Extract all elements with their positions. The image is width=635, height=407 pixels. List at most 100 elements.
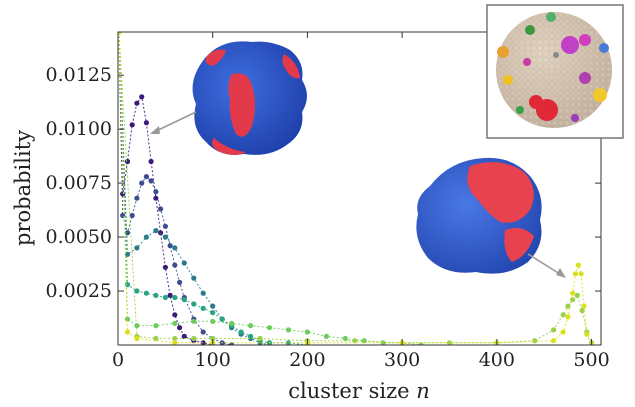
snapshot-patch	[579, 72, 591, 84]
y-tick-label: 0.0025	[46, 280, 112, 302]
data-point	[167, 292, 173, 298]
data-point	[153, 189, 159, 195]
data-point	[134, 195, 140, 201]
data-point	[248, 333, 254, 339]
data-point	[191, 335, 197, 342]
large-cluster-arrow	[527, 253, 564, 277]
data-point	[257, 335, 263, 342]
data-point	[177, 325, 183, 331]
large-cluster-red-patch-1	[467, 162, 534, 223]
data-point	[380, 340, 386, 345]
data-point	[124, 316, 131, 322]
small-cluster-red-patch-3	[282, 54, 300, 79]
data-point	[578, 271, 584, 277]
data-point	[148, 178, 154, 184]
data-point	[139, 94, 145, 100]
data-point	[143, 174, 149, 180]
data-point	[177, 279, 183, 285]
data-point	[118, 32, 122, 35]
data-point	[181, 260, 187, 266]
data-point	[200, 329, 206, 335]
data-point	[565, 303, 571, 309]
data-point	[285, 340, 292, 345]
inset-large-cluster	[416, 157, 566, 278]
data-point	[134, 288, 140, 294]
data-point	[532, 338, 538, 344]
data-point	[210, 318, 216, 324]
x-tick-label: 0	[112, 349, 124, 371]
data-point	[153, 195, 159, 201]
data-point	[575, 262, 581, 268]
y-tick-label: 0.0125	[46, 64, 112, 86]
x-tick-label: 500	[573, 349, 609, 371]
data-point	[565, 314, 571, 320]
snapshot-patch	[497, 46, 509, 58]
data-point	[162, 223, 168, 229]
data-point	[248, 323, 254, 329]
data-point	[143, 290, 149, 296]
series-line	[118, 32, 213, 345]
series-layer	[118, 32, 595, 345]
data-point	[210, 310, 216, 316]
data-point	[285, 327, 292, 333]
series-line	[118, 32, 592, 345]
x-tick-label: 200	[289, 349, 325, 371]
data-point	[200, 290, 206, 296]
data-point	[172, 320, 178, 326]
data-point	[200, 340, 206, 345]
small-cluster-red-patch-4	[212, 138, 246, 155]
data-point	[342, 335, 348, 342]
data-point	[551, 338, 557, 344]
data-point	[551, 327, 557, 333]
data-point	[134, 335, 140, 342]
data-point	[584, 331, 590, 337]
data-point	[323, 333, 329, 339]
data-point	[129, 122, 135, 128]
plot-frame	[117, 31, 602, 346]
x-tick-label: 300	[384, 349, 420, 371]
data-point	[191, 301, 197, 307]
snapshot-patch	[523, 58, 531, 66]
snapshot-patch	[561, 36, 579, 54]
series-line	[118, 32, 232, 345]
data-point	[134, 100, 140, 106]
y-tick-label: 0.0075	[46, 172, 112, 194]
data-point	[181, 333, 187, 339]
series-6	[118, 32, 595, 345]
data-point	[570, 290, 576, 296]
data-point	[143, 234, 149, 240]
data-point	[172, 312, 178, 318]
y-tick-label: 0.0050	[46, 226, 112, 248]
x-axis-label: cluster size n	[288, 379, 430, 403]
small-cluster-red-patch-2	[205, 49, 226, 66]
snapshot-patch	[546, 12, 556, 22]
data-point	[579, 307, 585, 314]
data-point	[191, 275, 197, 281]
data-point	[134, 245, 140, 251]
data-point	[572, 271, 579, 277]
data-point	[560, 329, 566, 335]
snapshot-patch	[553, 52, 559, 58]
plot-area	[117, 31, 602, 346]
data-point	[304, 329, 310, 335]
data-point	[162, 264, 168, 270]
data-point	[172, 262, 178, 268]
data-point	[139, 180, 145, 186]
data-point	[172, 335, 178, 342]
data-point	[574, 292, 580, 298]
data-point	[124, 282, 131, 288]
data-point	[266, 325, 273, 331]
data-point	[172, 294, 178, 301]
data-point	[191, 318, 197, 324]
data-point	[124, 230, 131, 236]
data-point	[581, 303, 587, 309]
small-cluster-red-patch-1	[228, 73, 255, 137]
x-axis: 0 100 200 300 400 500	[112, 32, 610, 371]
data-point	[560, 312, 566, 318]
data-point	[158, 230, 164, 236]
data-point	[181, 297, 187, 303]
x-axis-label-main: cluster size	[288, 379, 416, 403]
data-point	[200, 305, 206, 311]
snapshot-patch	[599, 43, 609, 53]
